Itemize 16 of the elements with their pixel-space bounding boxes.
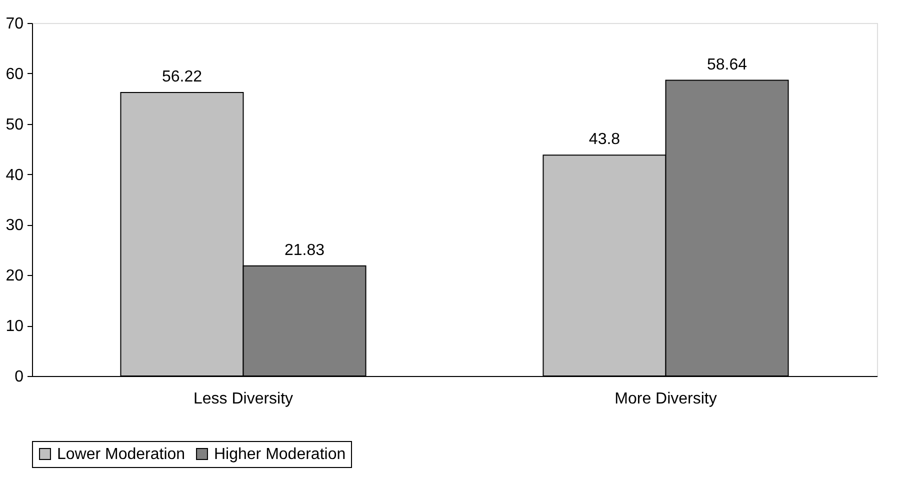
y-tick-label: 20 — [6, 268, 24, 285]
data-label: 58.64 — [706, 56, 748, 74]
data-label: 43.8 — [588, 131, 620, 148]
data-label: 56.22 — [162, 68, 202, 86]
y-tick-label: 40 — [6, 166, 24, 184]
y-tick-label: 60 — [6, 66, 24, 83]
x-tick-label: Less Diversity — [193, 390, 294, 408]
x-tick-label: More Diversity — [614, 390, 717, 408]
y-tick-label: 50 — [6, 116, 24, 134]
y-tick-label: 30 — [6, 217, 24, 234]
y-tick-label: 0 — [14, 368, 24, 386]
data-label: 21.83 — [284, 242, 325, 259]
legend-label: Lower Moderation — [57, 446, 186, 463]
y-tick-label: 70 — [6, 16, 24, 32]
legend-label: Higher Moderation — [214, 446, 346, 463]
y-tick-label: 10 — [6, 318, 24, 336]
